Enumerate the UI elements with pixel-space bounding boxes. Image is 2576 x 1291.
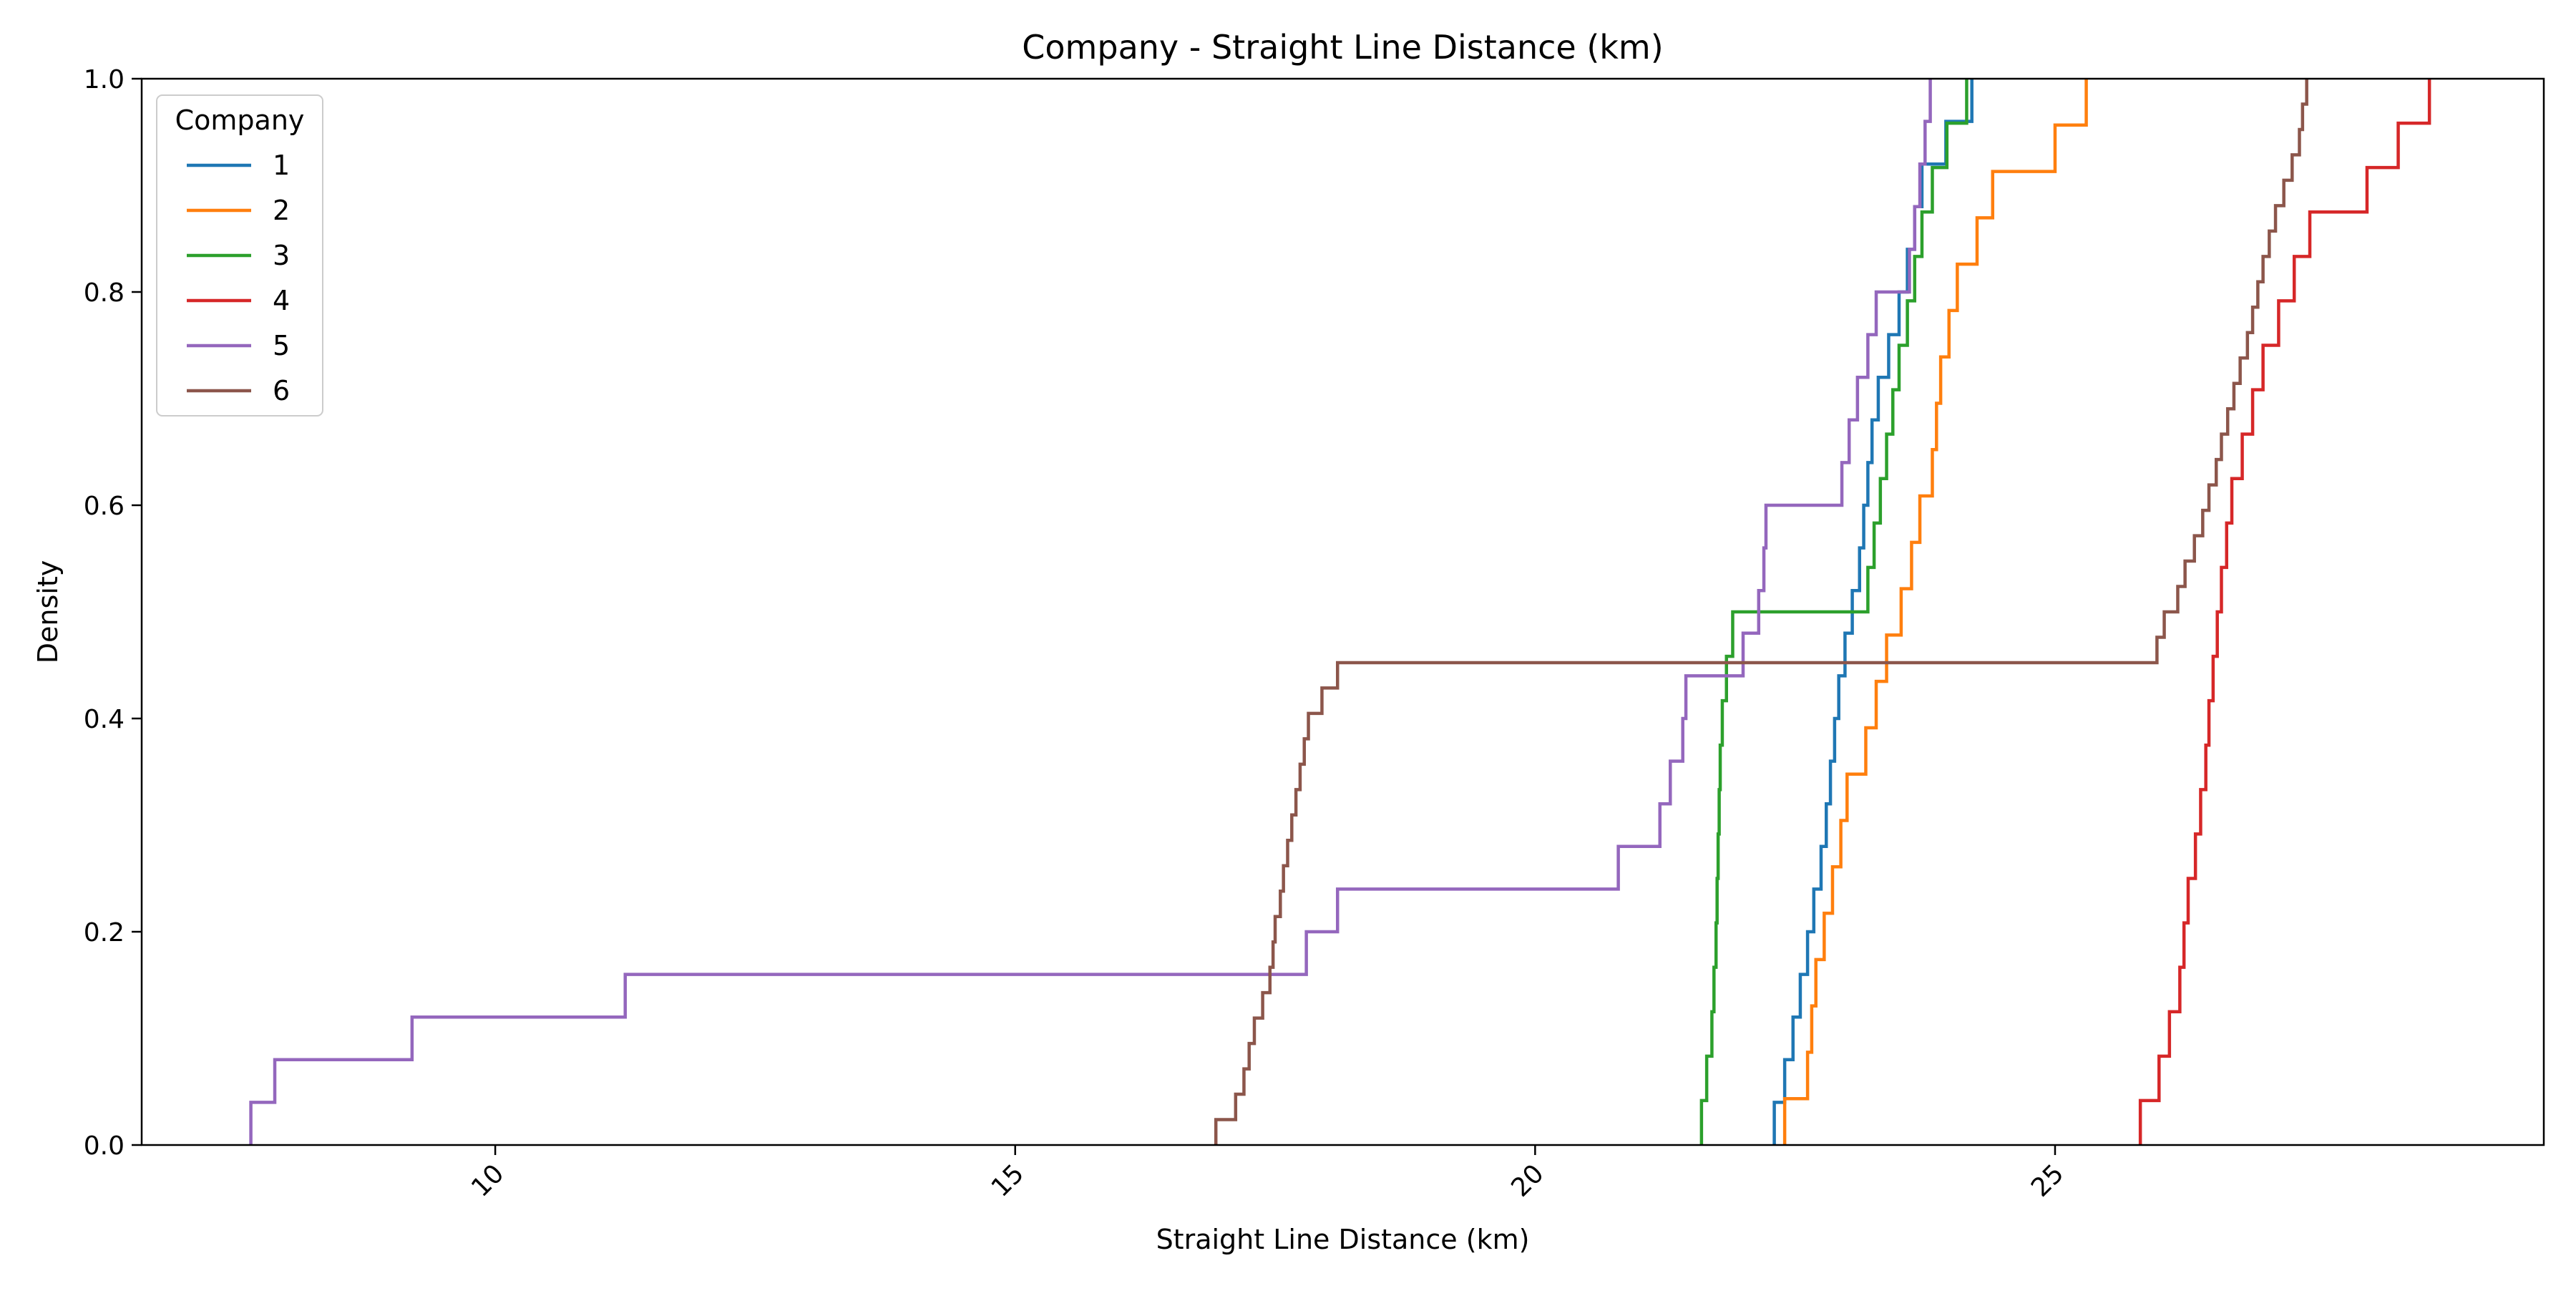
- legend-label-6: 6: [273, 375, 290, 406]
- y-tick-label: 0.4: [84, 705, 125, 734]
- legend-label-2: 2: [273, 195, 290, 226]
- y-tick-label: 1.0: [84, 65, 125, 94]
- y-tick-label: 0.6: [84, 492, 125, 521]
- series-line-5: [249, 79, 1932, 1145]
- series-line-2: [1782, 79, 2088, 1145]
- plot-series: [249, 79, 2431, 1145]
- y-axis: 0.0 0.2 0.4 0.6 0.8 1.0: [84, 65, 142, 1161]
- legend-label-4: 4: [273, 285, 290, 316]
- plot-frame: [140, 77, 2545, 1146]
- y-tick-label: 0.0: [84, 1131, 125, 1161]
- chart-title: Company - Straight Line Distance (km): [1022, 28, 1663, 67]
- y-tick-label: 0.2: [84, 918, 125, 947]
- legend-label-1: 1: [273, 150, 290, 181]
- series-line-4: [2138, 79, 2431, 1145]
- legend-label-3: 3: [273, 240, 290, 271]
- legend: Company 1 2 3 4 5 6: [156, 94, 323, 416]
- y-tick-label: 0.8: [84, 278, 125, 308]
- legend-label-5: 5: [273, 330, 290, 361]
- series-line-3: [1699, 79, 1968, 1145]
- series-line-6: [1214, 79, 2308, 1145]
- legend-title: Company: [175, 104, 305, 136]
- y-axis-title: Density: [32, 560, 64, 663]
- x-axis-title: Straight Line Distance (km): [1156, 1224, 1530, 1255]
